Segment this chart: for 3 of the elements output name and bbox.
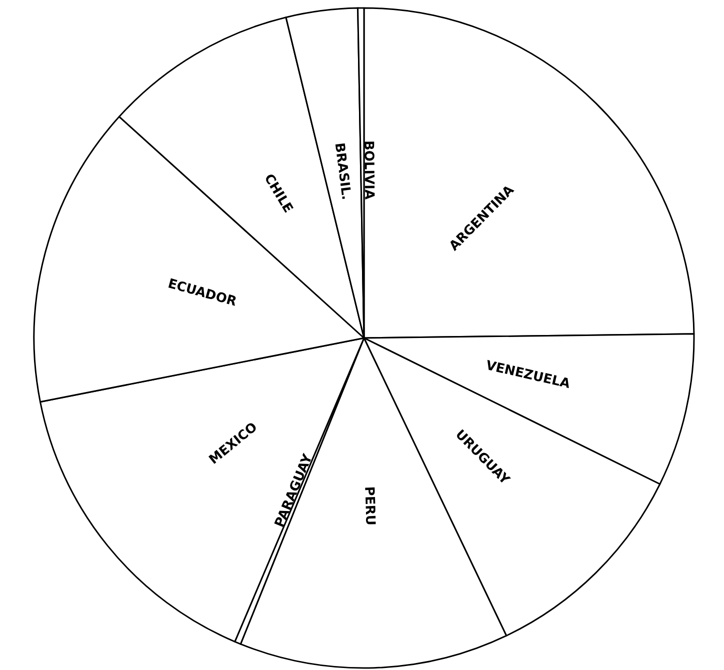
slice-label: PERU — [361, 486, 378, 526]
slice-label: BRASIL. — [331, 142, 354, 201]
slice-label: BOLIVIA — [360, 140, 376, 200]
